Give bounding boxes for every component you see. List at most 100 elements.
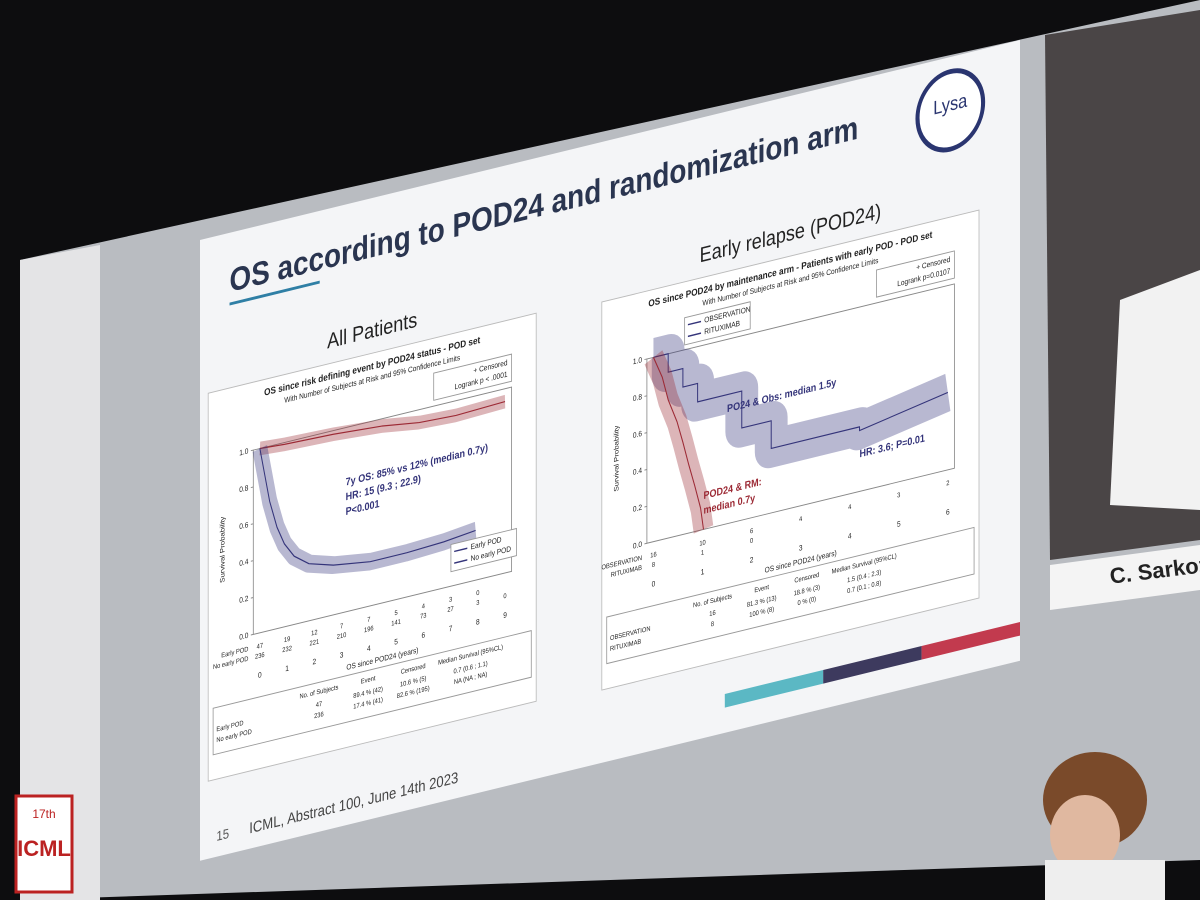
at-risk-count: 0 bbox=[503, 592, 507, 600]
color-bar-navy bbox=[823, 646, 922, 684]
y-tick-label: 0.4 bbox=[239, 556, 248, 568]
at-risk-count: 47 bbox=[257, 642, 264, 651]
at-risk-count: 210 bbox=[337, 631, 347, 641]
at-risk-count: 5 bbox=[394, 609, 398, 617]
at-risk-count: 141 bbox=[391, 618, 401, 628]
at-risk-count: 196 bbox=[364, 625, 374, 635]
y-tick-label: 0.0 bbox=[633, 539, 642, 551]
y-tick-label: 1.0 bbox=[239, 446, 248, 458]
at-risk-count: 19 bbox=[284, 635, 291, 644]
page-number: 15 bbox=[216, 825, 229, 844]
icml-edition: 17th bbox=[32, 807, 55, 821]
table-header: Event bbox=[754, 584, 769, 595]
at-risk-count: 3 bbox=[476, 599, 480, 607]
at-risk-count: 16 bbox=[650, 551, 657, 560]
icml-name: ICML bbox=[17, 836, 71, 861]
at-risk-count: 73 bbox=[420, 612, 427, 621]
x-tick-label: 6 bbox=[421, 630, 425, 640]
y-tick bbox=[250, 597, 254, 599]
x-tick-label: 5 bbox=[897, 519, 901, 529]
x-tick-label: 3 bbox=[340, 650, 344, 660]
at-risk-count: 2 bbox=[946, 479, 950, 487]
presenter-face bbox=[1050, 795, 1120, 875]
at-risk-count: 4 bbox=[848, 503, 852, 511]
y-tick-label: 0.4 bbox=[633, 465, 642, 477]
survival-curve bbox=[259, 448, 476, 566]
at-risk-count: 8 bbox=[652, 561, 656, 569]
series-legend-swatch bbox=[454, 559, 468, 564]
y-tick bbox=[644, 432, 647, 434]
table-cell: 0 % (0) bbox=[798, 595, 816, 607]
y-tick bbox=[250, 633, 254, 636]
legend-box bbox=[876, 250, 955, 298]
y-tick-label: 0.2 bbox=[633, 502, 642, 514]
plot-area bbox=[646, 283, 955, 544]
color-bar-teal bbox=[724, 670, 824, 708]
legend-box bbox=[433, 353, 513, 401]
y-axis-label: Survival Probability bbox=[218, 515, 226, 583]
x-tick-label: 4 bbox=[367, 643, 371, 653]
series-legend-swatch bbox=[687, 332, 702, 338]
at-risk-count: 0 bbox=[476, 589, 480, 597]
y-tick bbox=[644, 358, 647, 361]
series-legend-box bbox=[450, 527, 517, 573]
y-tick bbox=[250, 560, 254, 562]
y-tick bbox=[250, 486, 254, 489]
x-tick-label: 1 bbox=[701, 567, 705, 577]
at-risk-count: 0 bbox=[750, 537, 754, 545]
x-tick-label: 2 bbox=[750, 555, 754, 565]
survival-curve bbox=[259, 401, 506, 450]
y-tick-label: 0.6 bbox=[239, 520, 248, 532]
at-risk-count: 6 bbox=[750, 527, 754, 535]
at-risk-count: 232 bbox=[282, 645, 292, 655]
table-header: Event bbox=[361, 675, 376, 686]
x-tick-label: 1 bbox=[285, 663, 289, 673]
x-tick-label: 5 bbox=[394, 636, 398, 646]
table-cell: 16 bbox=[709, 609, 716, 618]
y-axis-label: Survival Probability bbox=[612, 424, 620, 492]
table-cell: 8 bbox=[711, 620, 715, 628]
x-tick-label: 9 bbox=[503, 610, 507, 620]
x-tick-label: 0 bbox=[258, 670, 262, 680]
summary-table bbox=[606, 526, 975, 665]
y-tick-label: 0.8 bbox=[633, 392, 642, 404]
title-underline bbox=[229, 280, 320, 306]
y-tick-label: 0.6 bbox=[633, 428, 642, 440]
y-tick bbox=[644, 469, 647, 471]
survival-curve bbox=[653, 356, 704, 530]
x-tick-label: 0 bbox=[652, 578, 656, 588]
icml-logo bbox=[14, 794, 74, 894]
x-tick-label: 2 bbox=[313, 656, 317, 666]
x-tick-label: 3 bbox=[799, 543, 803, 553]
x-tick-label: 8 bbox=[476, 616, 480, 626]
y-tick bbox=[644, 542, 647, 545]
at-risk-count: 12 bbox=[311, 629, 318, 638]
table-cell: 47 bbox=[316, 700, 323, 709]
presenter-shirt bbox=[1045, 860, 1165, 900]
color-bar-red bbox=[921, 622, 1020, 660]
left-banner bbox=[20, 245, 100, 900]
y-tick bbox=[644, 505, 647, 508]
y-tick-label: 0.2 bbox=[239, 593, 248, 605]
survival-curve bbox=[653, 353, 948, 450]
at-risk-count: 3 bbox=[449, 596, 453, 604]
y-tick-label: 1.0 bbox=[633, 355, 642, 367]
series-legend-swatch bbox=[687, 320, 702, 326]
at-risk-count: 4 bbox=[422, 602, 426, 610]
lysa-logo bbox=[915, 68, 986, 153]
y-tick-label: 0.8 bbox=[239, 483, 248, 495]
y-tick-label: 0.0 bbox=[239, 630, 248, 642]
y-tick bbox=[250, 449, 254, 452]
x-tick-label: 7 bbox=[449, 623, 453, 633]
at-risk-count: 236 bbox=[255, 651, 265, 661]
series-legend-swatch bbox=[454, 547, 468, 553]
x-tick-label: 4 bbox=[848, 531, 852, 541]
right-panel: Early relapse (POD24)OS since POD24 by m… bbox=[601, 200, 980, 691]
x-tick-label: 6 bbox=[946, 507, 950, 517]
summary-table bbox=[212, 630, 532, 756]
at-risk-count: 221 bbox=[310, 638, 320, 648]
plot-area bbox=[252, 386, 513, 635]
y-tick bbox=[644, 395, 647, 397]
